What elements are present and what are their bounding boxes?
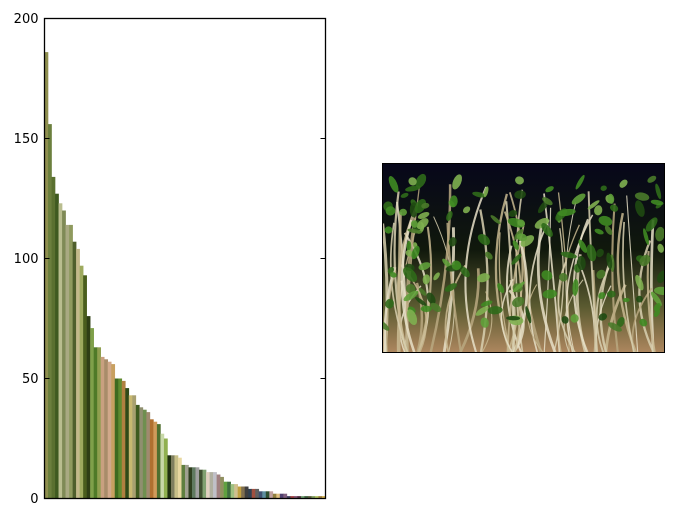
bar-74 xyxy=(304,496,309,499)
bar-27 xyxy=(139,407,144,499)
bar-53 xyxy=(230,484,235,499)
y-tick-label-1: 50 xyxy=(22,372,39,387)
y-tick-label-2: 100 xyxy=(14,252,39,267)
bar-34 xyxy=(163,438,168,499)
bar-1 xyxy=(48,124,52,499)
bar-79 xyxy=(321,496,326,499)
bar-22 xyxy=(121,380,126,499)
bar-65 xyxy=(272,493,277,499)
bar-54 xyxy=(234,484,238,499)
bar-12 xyxy=(86,316,91,499)
bar-6 xyxy=(65,224,70,499)
bar-51 xyxy=(223,481,228,499)
bar-2 xyxy=(51,176,56,499)
bar-21 xyxy=(118,378,123,499)
bar-3 xyxy=(55,193,59,499)
bar-69 xyxy=(286,496,291,499)
bar-33 xyxy=(160,433,165,499)
bar-19 xyxy=(111,364,116,499)
bar-8 xyxy=(72,241,77,499)
bar-64 xyxy=(269,491,274,499)
bar-17 xyxy=(104,359,109,499)
bar-78 xyxy=(318,496,323,499)
bar-10 xyxy=(79,265,84,499)
bar-7 xyxy=(69,224,73,499)
bar-28 xyxy=(142,409,147,499)
bar-68 xyxy=(283,493,288,499)
bar-4 xyxy=(58,203,63,499)
y-axis: 0 50 100 150 200 xyxy=(14,12,326,507)
bar-15 xyxy=(97,347,101,499)
bar-39 xyxy=(181,464,186,499)
bar-13 xyxy=(90,328,94,499)
bar-61 xyxy=(258,491,263,499)
bar-77 xyxy=(314,496,319,499)
sprouts-photo xyxy=(382,163,665,353)
bar-49 xyxy=(216,474,221,499)
bar-44 xyxy=(199,469,203,499)
bar-26 xyxy=(135,404,140,499)
bar-50 xyxy=(220,476,224,499)
bar-67 xyxy=(279,493,284,499)
bar-42 xyxy=(192,467,196,499)
bar-16 xyxy=(100,356,105,499)
bar-23 xyxy=(125,388,130,499)
y-tick-label-3: 150 xyxy=(14,132,39,147)
bar-14 xyxy=(93,347,98,499)
bar-29 xyxy=(146,412,151,499)
bar-35 xyxy=(167,455,172,499)
bar-41 xyxy=(188,467,193,499)
bar-57 xyxy=(244,486,249,499)
bar-32 xyxy=(156,424,161,499)
bar-30 xyxy=(149,419,154,499)
bar-55 xyxy=(237,486,242,499)
bar-31 xyxy=(153,421,158,499)
bar-76 xyxy=(311,496,316,499)
bar-70 xyxy=(290,496,295,499)
y-tick-label-4: 200 xyxy=(14,12,39,27)
bar-24 xyxy=(128,395,133,499)
bar-63 xyxy=(265,491,270,499)
bar-73 xyxy=(300,496,305,499)
bar-58 xyxy=(248,488,253,499)
bar-75 xyxy=(307,496,312,499)
bar-45 xyxy=(202,469,207,499)
y-tick-label-0: 0 xyxy=(30,492,38,507)
bar-25 xyxy=(132,395,137,499)
bar-56 xyxy=(241,486,246,499)
bar-0 xyxy=(44,52,49,499)
bar-37 xyxy=(174,455,179,499)
bar-47 xyxy=(209,472,214,499)
bar-series xyxy=(44,52,326,499)
bar-20 xyxy=(114,378,119,499)
bar-60 xyxy=(255,488,260,499)
bar-46 xyxy=(206,472,210,499)
bar-62 xyxy=(262,491,267,499)
bar-11 xyxy=(83,275,87,499)
bar-9 xyxy=(76,248,80,499)
bar-72 xyxy=(297,496,302,499)
bar-36 xyxy=(170,455,175,499)
bar-18 xyxy=(107,361,112,499)
bar-71 xyxy=(293,496,298,499)
bar-48 xyxy=(213,472,217,499)
bar-66 xyxy=(276,493,281,499)
bar-40 xyxy=(185,464,189,499)
bar-5 xyxy=(62,210,66,499)
bar-52 xyxy=(227,481,231,499)
bar-38 xyxy=(177,457,182,499)
bar-43 xyxy=(195,467,200,499)
bar-59 xyxy=(251,488,256,499)
sprouts-image xyxy=(383,164,664,352)
